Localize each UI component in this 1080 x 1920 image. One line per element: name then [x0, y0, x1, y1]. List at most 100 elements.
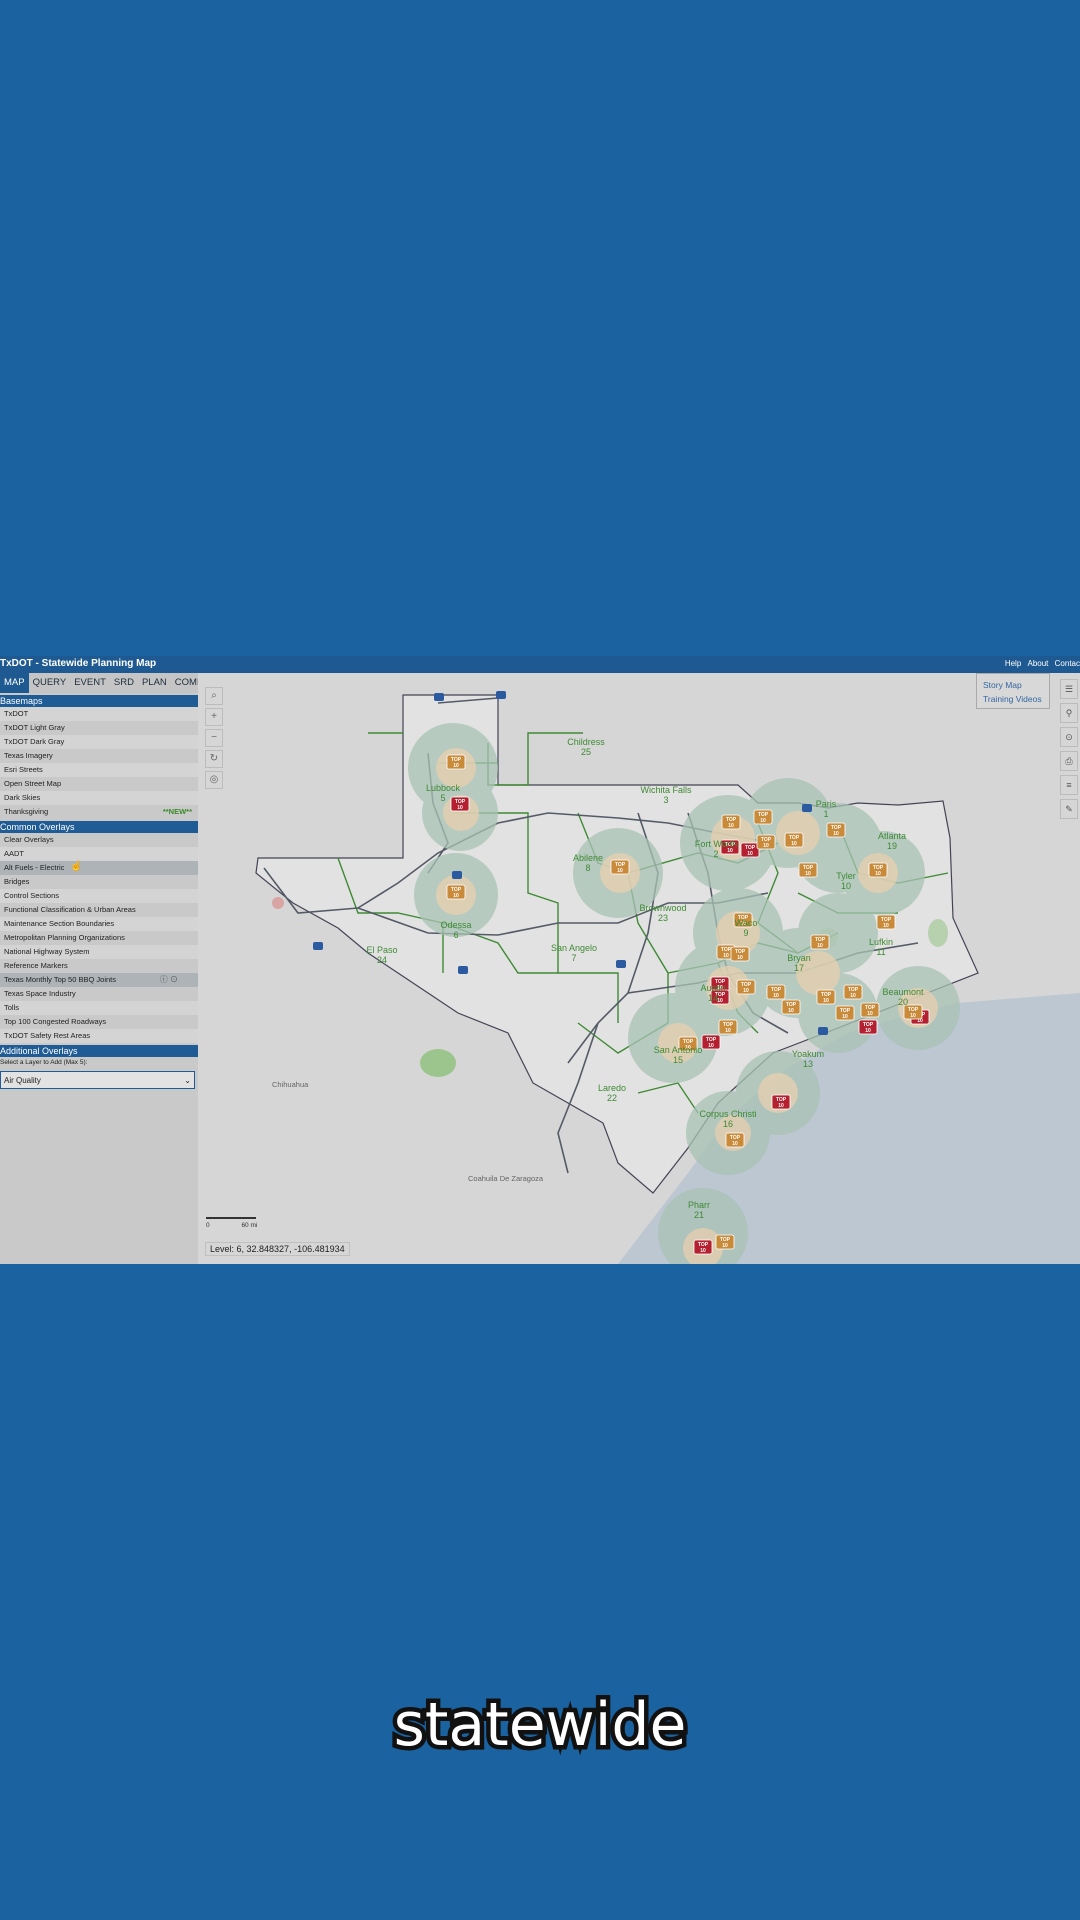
- svg-text:TOP: TOP: [726, 817, 737, 823]
- basemap-esri-streets[interactable]: Esri Streets: [0, 763, 198, 777]
- basemap-txdot-dark-gray[interactable]: TxDOT Dark Gray: [0, 735, 198, 749]
- training-videos-link[interactable]: Training Videos: [983, 694, 1042, 704]
- svg-text:10: 10: [732, 1141, 738, 1147]
- help-link[interactable]: Help: [1004, 659, 1022, 668]
- common-overlays-heading[interactable]: Common Overlays: [0, 821, 198, 833]
- svg-text:TOP: TOP: [451, 757, 462, 763]
- print-icon[interactable]: ⎙: [1060, 751, 1078, 771]
- locate-icon[interactable]: ◎: [205, 771, 223, 789]
- overlay-reference-markers[interactable]: Reference Markers: [4, 961, 68, 970]
- district-label: Lubbock 5: [426, 783, 461, 803]
- basemap-open-street-map[interactable]: Open Street Map: [4, 779, 62, 788]
- svg-text:TOP: TOP: [455, 799, 466, 805]
- legend-icon[interactable]: ≡: [1060, 775, 1078, 795]
- overlay-space-industry[interactable]: Texas Space Industry: [4, 989, 76, 998]
- overlay-functional-classification[interactable]: Functional Classification & Urban Areas: [4, 905, 136, 914]
- measure-icon[interactable]: ✎: [1060, 799, 1078, 819]
- new-badge: **NEW**: [162, 807, 192, 816]
- overlay-nhs[interactable]: National Highway System: [0, 945, 198, 959]
- svg-text:TOP: TOP: [683, 1039, 694, 1045]
- tab-srd[interactable]: SRD: [113, 677, 134, 688]
- tab-event[interactable]: EVENT: [74, 677, 106, 688]
- svg-text:10: 10: [617, 868, 623, 874]
- tab-plan[interactable]: PLAN: [141, 677, 167, 688]
- zoom-in-button[interactable]: +: [205, 708, 223, 726]
- additional-overlays-heading[interactable]: Additional Overlays: [0, 1045, 198, 1057]
- basemap-dark-skies[interactable]: Dark Skies: [0, 791, 198, 805]
- overlay-congested-roadways[interactable]: Top 100 Congested Roadways: [4, 1017, 107, 1026]
- basemap-gallery-icon[interactable]: ☰: [1060, 679, 1078, 699]
- overlay-bridges[interactable]: Bridges: [4, 877, 30, 886]
- search-icon[interactable]: ⌕: [205, 687, 223, 705]
- overlay-clear[interactable]: Clear Overlays: [4, 835, 54, 844]
- overlay-tolls[interactable]: Tolls: [0, 1001, 198, 1015]
- svg-text:10: 10: [788, 1008, 794, 1014]
- map-panel[interactable]: TOP 10 TOP 10 TOP 10 TOP 10 TOP 10 TOP 10 TOP 10 TOP 10…: [198, 673, 1080, 1264]
- bookmark-icon[interactable]: ⚲: [1060, 703, 1078, 723]
- contact-link[interactable]: Contac: [1054, 659, 1080, 668]
- basemap-thanksgiving[interactable]: Thanksgiving **NEW**: [0, 805, 198, 819]
- svg-text:TOP: TOP: [789, 835, 800, 841]
- story-map-link[interactable]: Story Map: [983, 680, 1022, 690]
- overlay-maintenance-sections[interactable]: Maintenance Section Boundaries: [0, 917, 198, 931]
- overlay-alt-fuels-electric[interactable]: Alt Fuels - Electric ☝: [0, 861, 198, 875]
- about-link[interactable]: About: [1027, 659, 1049, 668]
- zoom-out-button[interactable]: −: [205, 729, 223, 747]
- district-label: Atlanta 19: [878, 831, 906, 851]
- basemap-texas-imagery[interactable]: Texas Imagery: [4, 751, 53, 760]
- identify-icon[interactable]: ⊙: [1060, 727, 1078, 747]
- basemap-txdot-light-gray[interactable]: TxDOT Light Gray: [4, 723, 65, 732]
- district-label: Bryan 17: [787, 953, 811, 973]
- tab-map[interactable]: MAP: [0, 673, 29, 693]
- svg-text:TOP: TOP: [730, 1135, 741, 1141]
- svg-text:10: 10: [773, 993, 779, 999]
- overlay-control-sections[interactable]: Control Sections: [0, 889, 198, 903]
- overlay-rest-areas[interactable]: TxDOT Safety Rest Areas: [0, 1029, 198, 1043]
- layer-select[interactable]: Air Quality ⌄: [0, 1071, 195, 1089]
- info-icon[interactable]: ⓘ ⊙: [159, 975, 178, 984]
- basemap-txdot[interactable]: TxDOT: [0, 707, 198, 721]
- basemaps-heading[interactable]: Basemaps: [0, 695, 198, 707]
- overlay-bbq-joints[interactable]: Texas Monthly Top 50 BBQ Joints ⓘ ⊙: [0, 973, 198, 987]
- refresh-icon[interactable]: ↻: [205, 750, 223, 768]
- tab-query[interactable]: QUERY: [32, 677, 67, 688]
- overlay-aadt[interactable]: AADT: [0, 847, 198, 861]
- overlay-mpo[interactable]: Metropolitan Planning Organizations: [4, 933, 125, 942]
